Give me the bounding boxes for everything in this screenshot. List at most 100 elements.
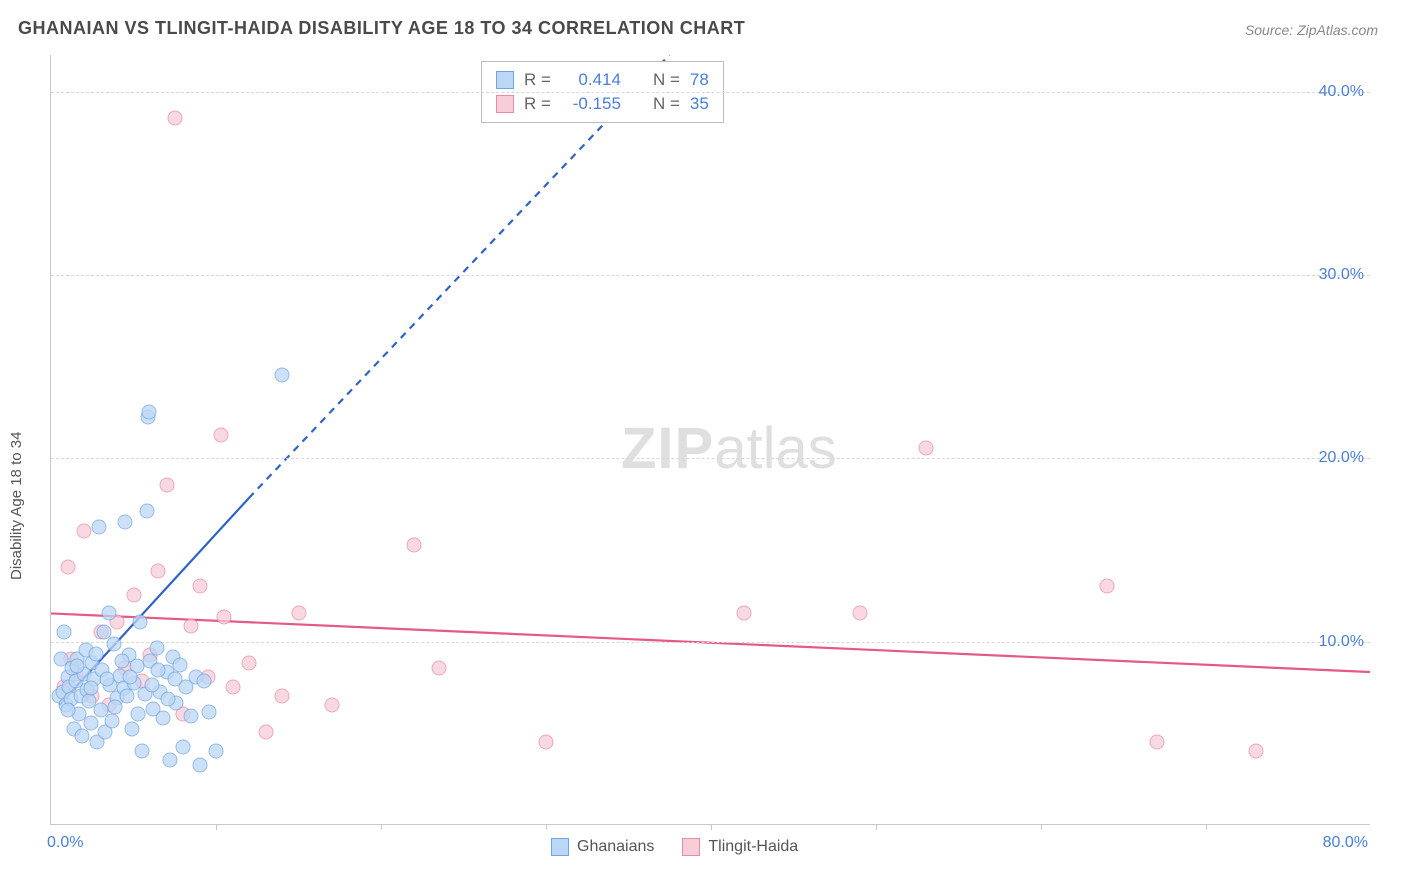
data-point-tlingit — [213, 428, 228, 443]
legend-swatch — [682, 838, 700, 856]
stat-n-label: N = — [653, 68, 680, 92]
data-point-ghanaians — [192, 758, 207, 773]
data-point-ghanaians — [118, 514, 133, 529]
data-point-ghanaians — [184, 708, 199, 723]
data-point-ghanaians — [139, 503, 154, 518]
x-tick — [546, 824, 547, 830]
data-point-tlingit — [539, 734, 554, 749]
data-point-ghanaians — [161, 692, 176, 707]
data-point-ghanaians — [91, 520, 106, 535]
data-point-ghanaians — [100, 672, 115, 687]
stat-n-value: 78 — [690, 68, 709, 92]
data-point-ghanaians — [101, 606, 116, 621]
data-point-ghanaians — [53, 652, 68, 667]
x-tick — [1206, 824, 1207, 830]
data-point-ghanaians — [57, 624, 72, 639]
data-point-tlingit — [159, 477, 174, 492]
chart-title: GHANAIAN VS TLINGIT-HAIDA DISABILITY AGE… — [18, 18, 745, 39]
data-point-tlingit — [258, 725, 273, 740]
data-point-tlingit — [151, 564, 166, 579]
gridline — [51, 458, 1370, 459]
data-point-ghanaians — [83, 681, 98, 696]
y-tick-label: 40.0% — [1319, 83, 1364, 101]
data-point-ghanaians — [133, 615, 148, 630]
data-point-ghanaians — [134, 743, 149, 758]
data-point-tlingit — [1248, 743, 1263, 758]
data-point-tlingit — [192, 578, 207, 593]
gridline — [51, 275, 1370, 276]
data-point-ghanaians — [123, 670, 138, 685]
x-legend: Ghanaians Tlingit-Haida — [551, 838, 798, 856]
legend-item-tlingit: Tlingit-Haida — [682, 838, 798, 856]
stat-r-value: -0.155 — [561, 92, 621, 116]
data-point-ghanaians — [172, 657, 187, 672]
x-tick — [711, 824, 712, 830]
legend-item-ghanaians: Ghanaians — [551, 838, 654, 856]
data-point-ghanaians — [124, 721, 139, 736]
stats-row-tlingit: R = -0.155 N = 35 — [496, 92, 709, 116]
data-point-ghanaians — [167, 672, 182, 687]
legend-swatch — [496, 71, 514, 89]
data-point-ghanaians — [197, 674, 212, 689]
x-tick — [876, 824, 877, 830]
legend-label: Ghanaians — [577, 838, 654, 856]
data-point-tlingit — [431, 661, 446, 676]
data-point-tlingit — [1100, 578, 1115, 593]
gridline — [51, 92, 1370, 93]
x-tick-label: 0.0% — [47, 834, 83, 852]
data-point-tlingit — [407, 538, 422, 553]
x-tick — [381, 824, 382, 830]
gridline — [51, 642, 1370, 643]
data-point-tlingit — [918, 441, 933, 456]
watermark-rest: atlas — [714, 416, 837, 481]
plot-area: ZIPatlas R =0.414N =78R =-0.155N =35 Gha… — [50, 55, 1370, 825]
data-point-ghanaians — [81, 694, 96, 709]
trend-lines-layer — [51, 55, 1370, 824]
legend-label: Tlingit-Haida — [708, 838, 798, 856]
stat-r-value: 0.414 — [561, 68, 621, 92]
data-point-ghanaians — [96, 624, 111, 639]
data-point-tlingit — [324, 697, 339, 712]
legend-swatch — [551, 838, 569, 856]
x-tick — [1041, 824, 1042, 830]
data-point-ghanaians — [176, 740, 191, 755]
data-point-tlingit — [217, 609, 232, 624]
data-point-tlingit — [242, 655, 257, 670]
x-tick-label: 80.0% — [1323, 834, 1368, 852]
data-point-ghanaians — [202, 705, 217, 720]
stat-n-label: N = — [653, 92, 680, 116]
data-point-tlingit — [184, 619, 199, 634]
data-point-ghanaians — [119, 688, 134, 703]
data-point-ghanaians — [114, 653, 129, 668]
data-point-ghanaians — [105, 714, 120, 729]
data-point-tlingit — [291, 606, 306, 621]
y-tick-label: 30.0% — [1319, 266, 1364, 284]
y-tick-label: 10.0% — [1319, 633, 1364, 651]
data-point-ghanaians — [162, 752, 177, 767]
legend-swatch — [496, 95, 514, 113]
chart-container: GHANAIAN VS TLINGIT-HAIDA DISABILITY AGE… — [0, 0, 1406, 892]
data-point-ghanaians — [149, 641, 164, 656]
data-point-tlingit — [275, 688, 290, 703]
data-point-ghanaians — [275, 367, 290, 382]
source-label: Source: ZipAtlas.com — [1245, 22, 1378, 38]
data-point-tlingit — [225, 679, 240, 694]
watermark: ZIPatlas — [621, 415, 837, 482]
data-point-tlingit — [77, 523, 92, 538]
stat-n-value: 35 — [690, 92, 709, 116]
data-point-ghanaians — [88, 646, 103, 661]
stat-r-label: R = — [524, 92, 551, 116]
data-point-tlingit — [852, 606, 867, 621]
stat-r-label: R = — [524, 68, 551, 92]
data-point-ghanaians — [131, 707, 146, 722]
data-point-ghanaians — [70, 659, 85, 674]
data-point-ghanaians — [75, 729, 90, 744]
data-point-ghanaians — [151, 663, 166, 678]
data-point-ghanaians — [144, 677, 159, 692]
y-axis-label: Disability Age 18 to 34 — [8, 432, 25, 580]
data-point-tlingit — [126, 587, 141, 602]
y-tick-label: 20.0% — [1319, 449, 1364, 467]
data-point-tlingit — [1149, 734, 1164, 749]
data-point-tlingit — [167, 111, 182, 126]
data-point-tlingit — [60, 560, 75, 575]
